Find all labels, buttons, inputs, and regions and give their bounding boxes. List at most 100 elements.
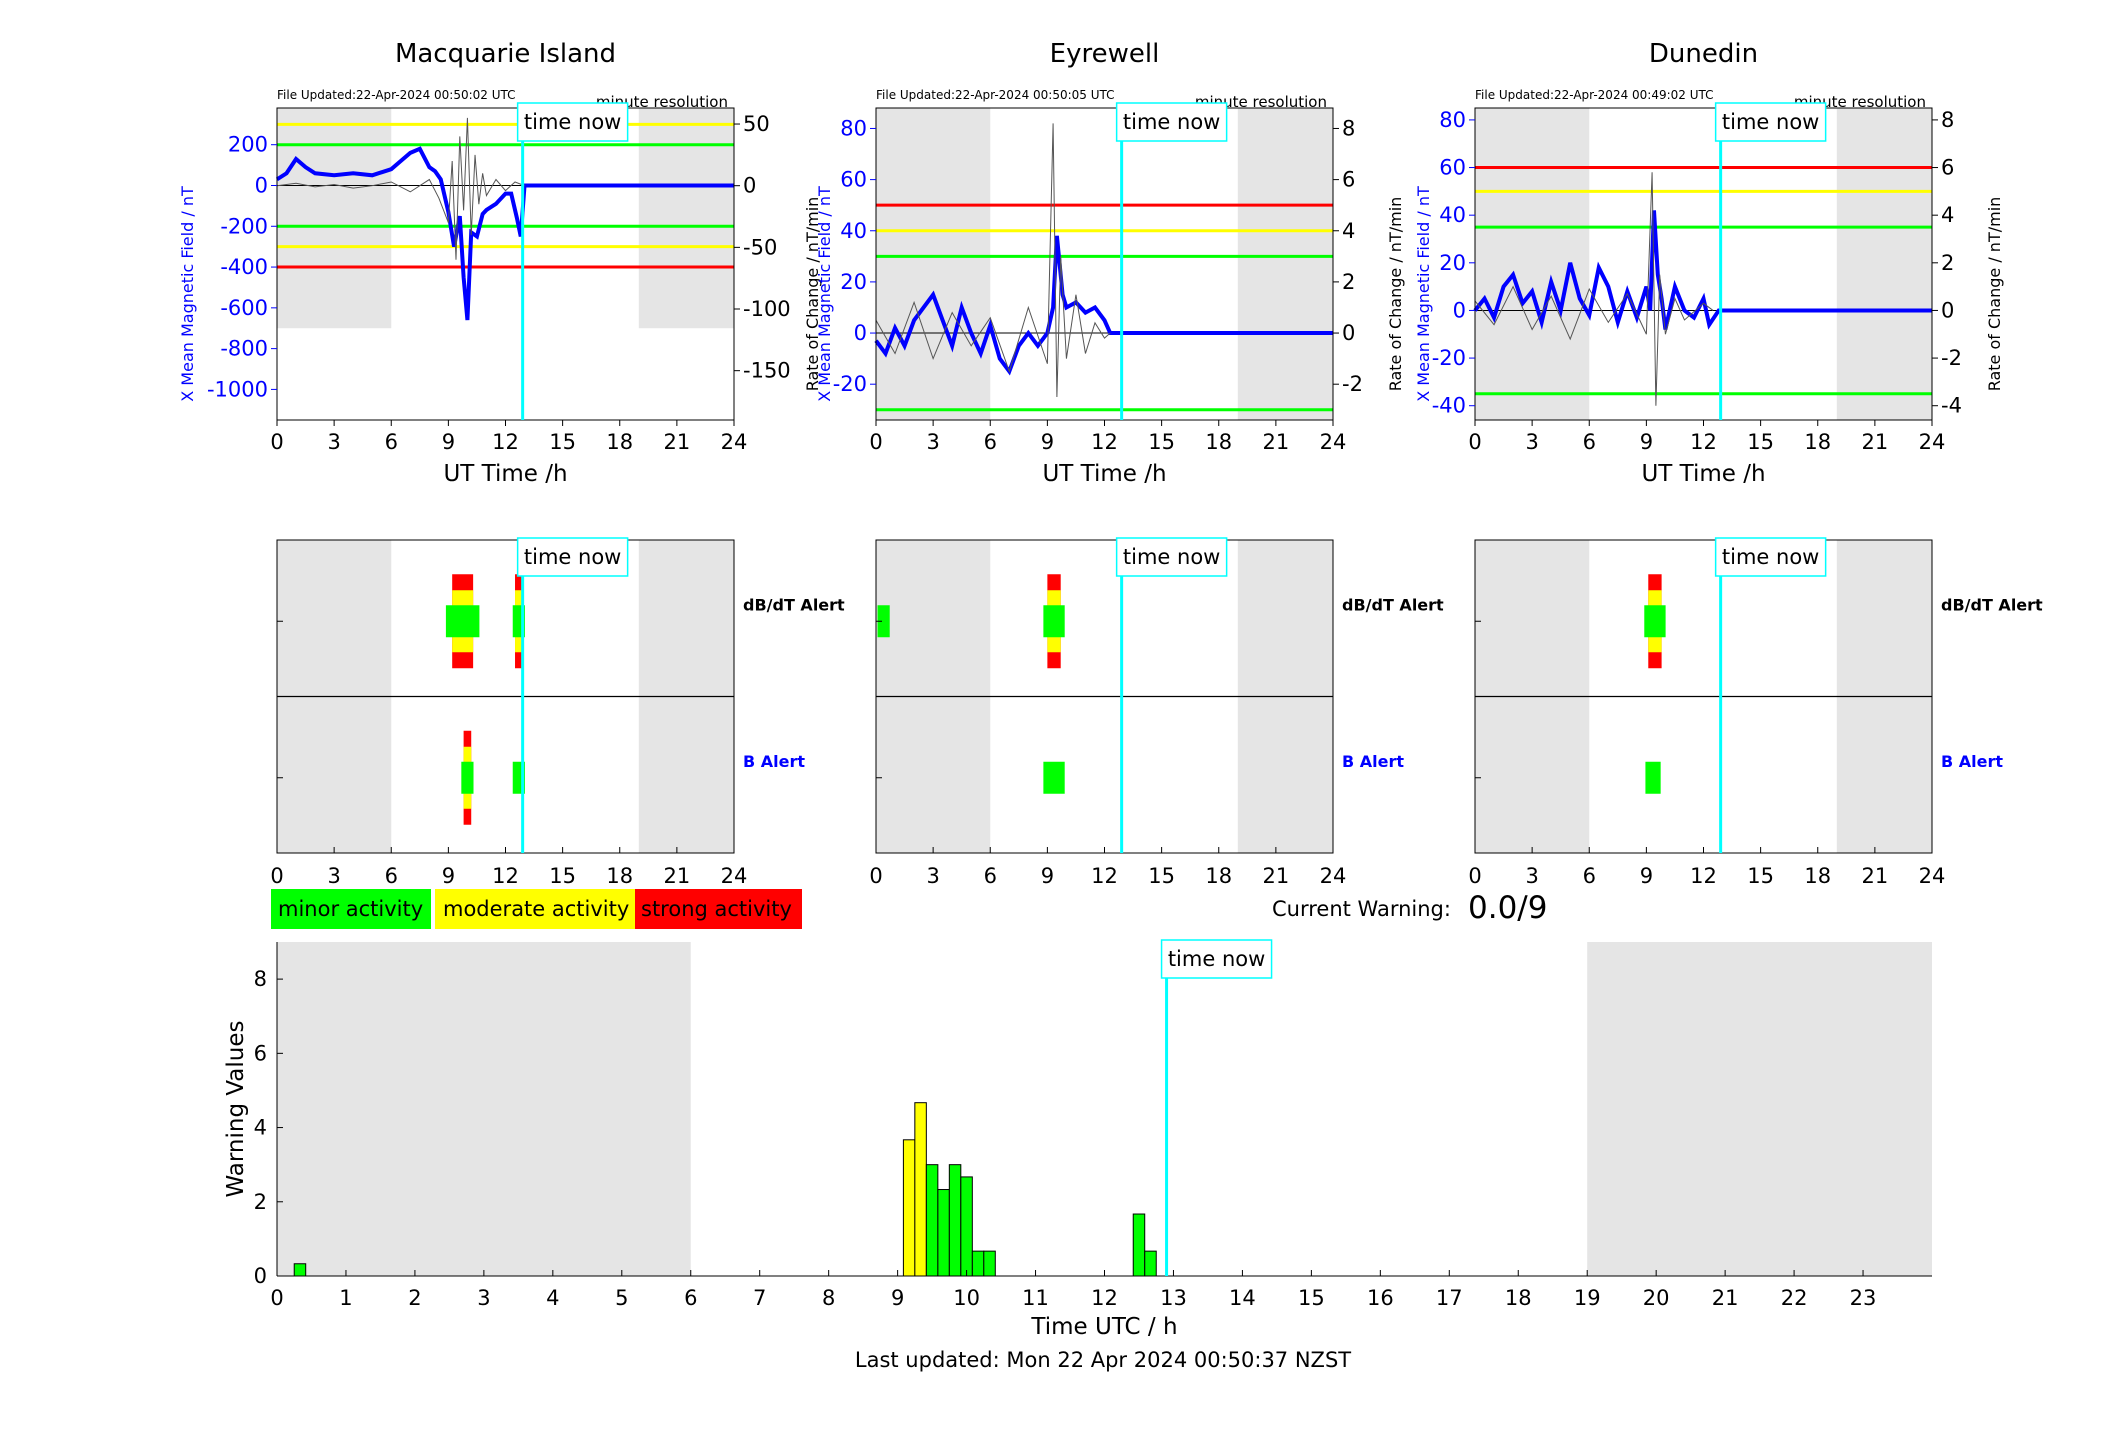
y-tick-label: -40	[1432, 394, 1466, 418]
chart-title: Dunedin	[1649, 39, 1758, 69]
time-now-box	[1714, 102, 1827, 142]
y-right-tick-label: 50	[743, 112, 770, 136]
x-tick-label: 22	[1781, 1286, 1808, 1310]
x-tick-label: 24	[721, 430, 748, 454]
x-tick-label: 9	[1041, 864, 1054, 888]
y-tick-label: 2	[254, 1190, 267, 1214]
x-tick-label: 21	[1862, 430, 1889, 454]
x-tick-label: 12	[492, 864, 519, 888]
x-tick-label: 6	[684, 1286, 697, 1310]
y-axis-label: X Mean Magnetic Field / nT	[178, 186, 197, 402]
y-tick-label: 60	[1439, 156, 1466, 180]
time-now-label: time now	[1168, 947, 1265, 971]
y-tick-label: -1000	[207, 377, 268, 401]
warning-bar	[1144, 1250, 1157, 1277]
x-tick-label: 21	[664, 430, 691, 454]
x-tick-label: 24	[1919, 430, 1946, 454]
y-tick-label: 4	[254, 1116, 267, 1140]
x-tick-label: 9	[442, 864, 455, 888]
warning-bar	[971, 1250, 985, 1277]
x-tick-label: 0	[270, 1286, 283, 1310]
y-axis-label: X Mean Magnetic Field / nT	[1414, 186, 1433, 402]
x-tick-label: 23	[1850, 1286, 1877, 1310]
y-tick-label: 0	[1453, 298, 1466, 322]
x-tick-label: 0	[270, 864, 283, 888]
x-tick-label: 15	[1747, 864, 1774, 888]
y-tick-label: -400	[220, 255, 268, 279]
alert-panel-eyrewell: time now dB/dT Alert B Alert 0 3 6 9 12 15 18 21 24	[869, 537, 1444, 888]
resolution-label: minute resolution	[596, 93, 728, 111]
x-tick-label: 21	[1263, 864, 1290, 888]
current-warning-value: 0.0/9	[1468, 890, 1547, 926]
warning-bar	[937, 1189, 950, 1277]
night-shading	[277, 942, 691, 1276]
magnetic-field-line	[1473, 210, 1932, 330]
night-shading	[638, 108, 734, 329]
x-axis-label: UT Time /h	[1042, 461, 1166, 487]
x-tick-label: 21	[664, 864, 691, 888]
warning-bar	[293, 1263, 307, 1277]
y-axis-label: Warning Values	[223, 1020, 249, 1197]
current-warning: Current Warning: 0.0/9	[1272, 890, 1547, 926]
row-label-b-alert: B Alert	[1941, 752, 2003, 771]
x-tick-label: 11	[1022, 1286, 1049, 1310]
y-tick-label: 20	[840, 270, 867, 294]
y-tick-label: 40	[1439, 203, 1466, 227]
x-tick-label: 6	[385, 864, 398, 888]
y-right-tick-label: -150	[743, 359, 791, 383]
x-tick-label: 15	[1747, 430, 1774, 454]
x-tick-label: 21	[1712, 1286, 1739, 1310]
y-right-tick-label: 0	[743, 174, 756, 198]
row-label-b-alert: B Alert	[1342, 752, 1404, 771]
x-tick-label: 0	[1468, 430, 1481, 454]
y-tick-label: -20	[1432, 346, 1466, 370]
warning-bar	[925, 1164, 939, 1277]
alert-cell	[461, 761, 474, 794]
x-tick-label: 24	[1919, 864, 1946, 888]
warning-bar	[960, 1176, 973, 1277]
chart-title: Eyrewell	[1050, 39, 1160, 69]
x-tick-label: 1	[339, 1286, 352, 1310]
x-tick-label: 9	[1640, 430, 1653, 454]
y-right-tick-label: 4	[1342, 219, 1355, 243]
warning-bar	[1132, 1213, 1146, 1277]
x-tick-label: 19	[1574, 1286, 1601, 1310]
legend-label-moderate: moderate activity	[443, 897, 629, 921]
alert-cell	[1043, 761, 1065, 794]
x-tick-label: 15	[1148, 430, 1175, 454]
x-tick-label: 7	[753, 1286, 766, 1310]
time-now-box	[1160, 939, 1273, 979]
x-tick-label: 14	[1229, 1286, 1256, 1310]
x-tick-label: 24	[1320, 430, 1347, 454]
x-tick-label: 0	[270, 430, 283, 454]
x-tick-label: 3	[926, 864, 939, 888]
night-shading	[277, 108, 392, 329]
y-tick-label: 200	[228, 133, 268, 157]
x-tick-label: 2	[408, 1286, 421, 1310]
chart-title: Macquarie Island	[395, 39, 616, 69]
alert-cell	[1645, 761, 1661, 794]
x-tick-label: 3	[327, 864, 340, 888]
x-tick-label: 18	[1505, 1286, 1532, 1310]
chart-eyrewell-field: Eyrewell File Updated:22-Apr-2024 00:50:0…	[815, 39, 1405, 487]
x-tick-label: 3	[477, 1286, 490, 1310]
y-right-tick-label: 8	[1342, 116, 1355, 140]
night-shading	[1237, 108, 1333, 420]
row-label-db-dt-alert: dB/dT Alert	[743, 595, 845, 614]
y-right-tick-label: 0	[1941, 298, 1954, 322]
night-shading	[876, 108, 991, 420]
y-tick-label: 8	[254, 967, 267, 991]
time-now-label: time now	[1123, 110, 1220, 134]
y-tick-label: 80	[1439, 108, 1466, 132]
y-tick-label: 20	[1439, 251, 1466, 275]
legend-label-minor: minor activity	[278, 897, 423, 921]
x-tick-label: 12	[492, 430, 519, 454]
x-tick-label: 8	[822, 1286, 835, 1310]
y-right-tick-label: 0	[1342, 321, 1355, 345]
x-tick-label: 24	[1320, 864, 1347, 888]
warning-bar	[983, 1250, 996, 1277]
time-now-box	[1714, 537, 1827, 577]
row-label-db-dt-alert: dB/dT Alert	[1342, 595, 1444, 614]
x-tick-label: 15	[1298, 1286, 1325, 1310]
